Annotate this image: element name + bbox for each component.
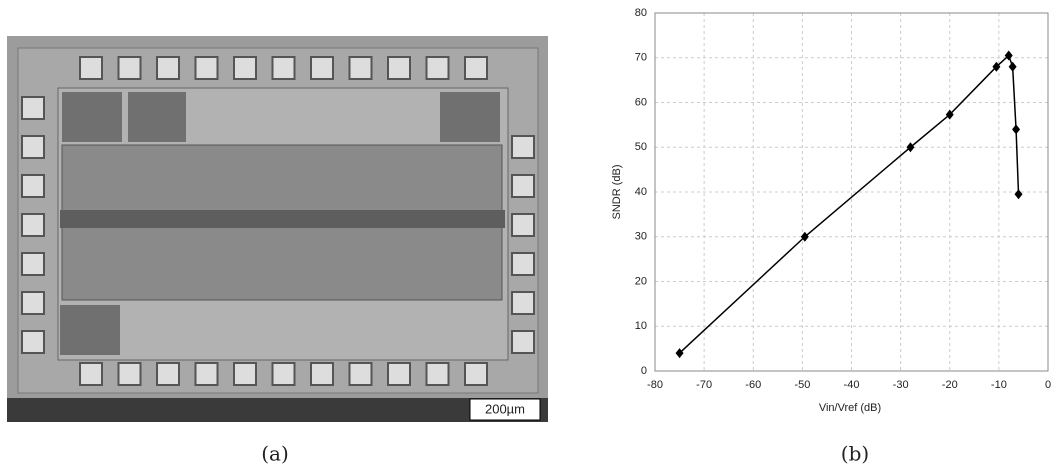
y-tick-label: 40 (635, 186, 647, 198)
x-tick-label: -20 (942, 379, 958, 391)
y-tick-label: 30 (635, 231, 647, 243)
x-tick-label: -70 (696, 379, 712, 391)
x-tick-label: -60 (745, 379, 761, 391)
bond-pad (465, 57, 487, 79)
bond-pad (311, 57, 333, 79)
x-tick-label: -80 (647, 379, 663, 391)
figure: 200µm (a) (b) Vin/Vref (dB) SNDR (dB) 0 1… (0, 0, 1055, 466)
x-tick-label: 0 (1045, 379, 1051, 391)
bond-pad (22, 214, 44, 236)
cap-array (62, 92, 122, 142)
bond-pad (350, 363, 372, 385)
data-point (1015, 189, 1023, 199)
y-tick-label: 10 (635, 320, 647, 332)
bond-pad (388, 363, 410, 385)
cap-array (60, 305, 120, 355)
x-tick-label: -50 (794, 379, 810, 391)
bond-pad (388, 57, 410, 79)
y-tick-label: 50 (635, 141, 647, 153)
data-point (1012, 124, 1020, 134)
bond-pad (512, 136, 534, 158)
y-tick-label: 70 (635, 52, 647, 64)
bond-pad (80, 57, 102, 79)
bond-pad (512, 214, 534, 236)
bond-pad (273, 57, 295, 79)
scale-bar-label: 200µm (485, 401, 525, 416)
die-edge (7, 398, 548, 422)
bond-pad (22, 292, 44, 314)
y-tick-label: 20 (635, 275, 647, 287)
x-axis-label: Vin/Vref (dB) (819, 402, 881, 414)
data-point (906, 142, 914, 152)
bond-pad (22, 175, 44, 197)
bond-pad (80, 363, 102, 385)
y-tick-label: 60 (635, 96, 647, 108)
bond-pad (512, 175, 534, 197)
bond-pad (273, 363, 295, 385)
panel-label: (a) (261, 442, 289, 466)
page: {"figure": {"scale_bar": "200µm", "panel… (0, 0, 1055, 471)
bond-pad (22, 136, 44, 158)
x-tick-label: -30 (893, 379, 909, 391)
bond-pad (512, 331, 534, 353)
bond-pad (157, 57, 179, 79)
data-line (680, 56, 1019, 354)
bond-pad (512, 253, 534, 275)
x-tick-label: -10 (991, 379, 1007, 391)
bond-pad (350, 57, 372, 79)
bond-pad (465, 363, 487, 385)
panel-label: (b) (841, 442, 869, 466)
bond-pad (196, 57, 218, 79)
bond-pad (22, 331, 44, 353)
bond-pad (196, 363, 218, 385)
bond-pad (234, 57, 256, 79)
bond-pad (119, 363, 141, 385)
bond-pad (22, 97, 44, 119)
plot-frame (655, 13, 1048, 371)
chip-micrograph: 200µm (7, 36, 548, 422)
bond-pad (311, 363, 333, 385)
signal-bus (60, 210, 505, 228)
cap-array (440, 92, 500, 142)
x-tick-label: -40 (844, 379, 860, 391)
y-axis-label: SNDR (dB) (611, 164, 623, 219)
bond-pad (234, 363, 256, 385)
y-tick-label: 0 (641, 365, 647, 377)
bond-pad (512, 292, 534, 314)
cap-array (128, 92, 186, 142)
bond-pad (22, 253, 44, 275)
data-point (1009, 62, 1017, 72)
bond-pad (119, 57, 141, 79)
bond-pad (427, 363, 449, 385)
bond-pad (427, 57, 449, 79)
bond-pad (157, 363, 179, 385)
y-tick-label: 80 (635, 7, 647, 19)
